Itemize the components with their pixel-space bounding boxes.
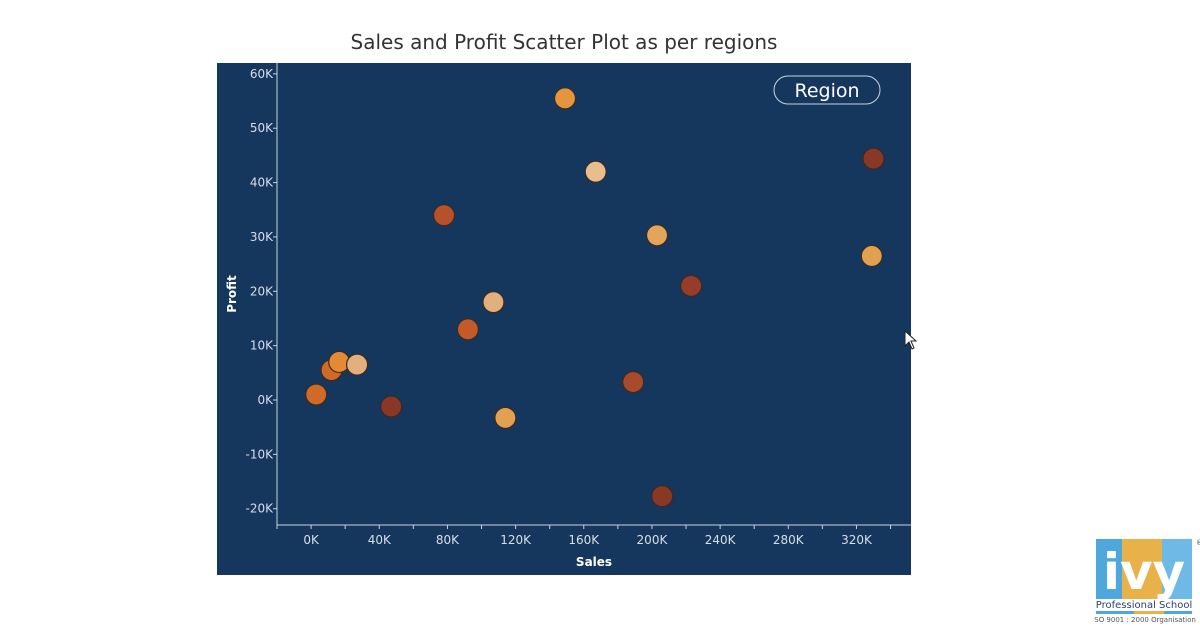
scatter-point[interactable] bbox=[622, 370, 645, 394]
scatter-point[interactable] bbox=[380, 395, 403, 418]
x-axis-label: Sales bbox=[576, 555, 612, 569]
data-points bbox=[305, 87, 885, 508]
x-tick-label: 80K bbox=[436, 533, 460, 547]
logo-registered: ® bbox=[1196, 539, 1200, 547]
scatter-point[interactable] bbox=[862, 147, 885, 170]
x-tick-label: 40K bbox=[368, 533, 392, 547]
scatter-point[interactable] bbox=[482, 291, 505, 314]
mouse-cursor-icon bbox=[904, 330, 918, 350]
x-axis: 0K 40K 80K 120K 160K 200K 240K 280K 320K bbox=[276, 524, 911, 547]
scatter-point[interactable] bbox=[432, 204, 456, 227]
y-axis: -20K -10K 0K 10K 20K 30K 40K 50K 60K bbox=[246, 63, 278, 525]
x-tick-label: 320K bbox=[841, 533, 873, 547]
ivy-logo-mark: ivy ® Professional School ISO 9001 : 200… bbox=[1092, 539, 1200, 624]
scatter-point[interactable] bbox=[494, 406, 517, 430]
y-tick-label: 60K bbox=[250, 67, 274, 81]
x-tick-label: 160K bbox=[568, 533, 600, 547]
chart-title: Sales and Profit Scatter Plot as per reg… bbox=[350, 30, 778, 54]
scatter-point[interactable] bbox=[305, 383, 328, 406]
x-tick-label: 240K bbox=[705, 533, 737, 547]
x-tick-label: 0K bbox=[303, 533, 320, 547]
scatter-point[interactable] bbox=[680, 274, 703, 297]
scatter-point[interactable] bbox=[346, 353, 369, 376]
y-tick-label: 50K bbox=[250, 121, 274, 135]
y-tick-label: 0K bbox=[257, 393, 274, 407]
y-tick-label: -20K bbox=[246, 502, 275, 516]
y-tick-label: 40K bbox=[250, 176, 274, 190]
region-legend-label: Region bbox=[794, 80, 859, 102]
y-tick-label: 10K bbox=[250, 339, 274, 353]
x-tick-label: 120K bbox=[500, 533, 532, 547]
scatter-point[interactable] bbox=[651, 485, 674, 508]
region-legend-button[interactable]: Region bbox=[773, 75, 881, 105]
y-tick-label: 30K bbox=[250, 230, 274, 244]
ivy-logo: ivy ® Professional School ISO 9001 : 200… bbox=[1092, 537, 1200, 628]
y-tick-label: 20K bbox=[250, 284, 274, 298]
x-tick-label: 200K bbox=[637, 533, 669, 547]
plot-background bbox=[217, 63, 911, 575]
x-tick-label: 280K bbox=[773, 533, 805, 547]
scatter-point[interactable] bbox=[645, 224, 669, 247]
scatter-point[interactable] bbox=[860, 244, 883, 268]
scatter-point[interactable] bbox=[456, 318, 479, 341]
logo-line2: ISO 9001 : 2000 Organisation bbox=[1094, 616, 1196, 624]
logo-line1: Professional School bbox=[1096, 600, 1192, 611]
scatter-point[interactable] bbox=[584, 160, 607, 183]
y-axis-label: Profit bbox=[225, 275, 239, 313]
logo-brand: ivy bbox=[1103, 543, 1185, 601]
scatter-point[interactable] bbox=[553, 87, 577, 110]
y-tick-label: -10K bbox=[246, 447, 275, 461]
